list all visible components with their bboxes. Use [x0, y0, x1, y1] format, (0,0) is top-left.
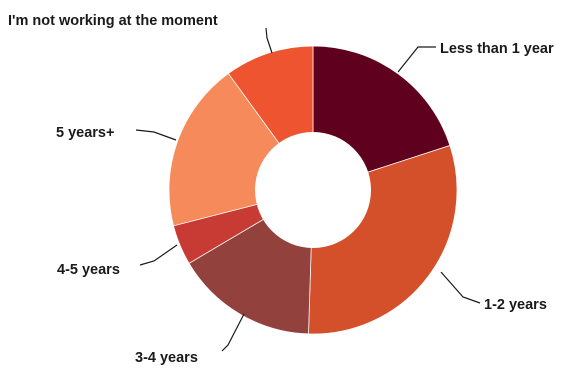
leader-line-less-than-1-year [397, 46, 436, 73]
label-1-2-years: 1-2 years [484, 297, 547, 313]
label-4-5-years: 4-5 years [57, 262, 120, 278]
leader-line-3-4-years [221, 313, 245, 352]
slice-labels-group: Less than 1 year 1-2 years 3-4 years 4-5 ye… [8, 13, 554, 366]
donut-hole [255, 132, 371, 248]
leader-lines-group [135, 27, 481, 352]
leader-line-4-5-years [139, 244, 178, 266]
leader-line-not-working [265, 27, 273, 54]
label-3-4-years: 3-4 years [135, 350, 198, 365]
label-less-than-1-year: Less than 1 year [440, 41, 554, 57]
leader-line-5-years-plus [135, 129, 177, 141]
label-not-working: I'm not working at the moment [8, 13, 218, 29]
leader-line-1-2-years [440, 271, 481, 304]
label-5-years-plus: 5 years+ [56, 125, 114, 141]
